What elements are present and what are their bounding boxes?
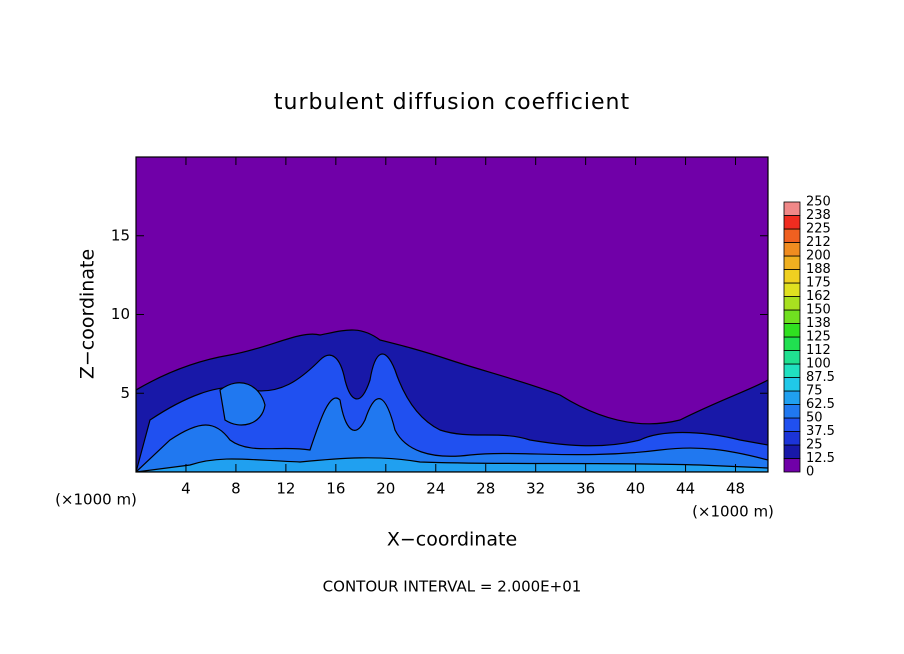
colorbar-label: 200 [806, 249, 831, 264]
chart-title: turbulent diffusion coefficient [274, 90, 630, 115]
colorbar-bin [783, 336, 801, 351]
x-tick-label: 36 [576, 480, 595, 498]
colorbar-bin [783, 458, 801, 473]
colorbar-label: 175 [806, 276, 831, 291]
colorbar-bin [783, 201, 801, 216]
colorbar-bin [783, 228, 801, 243]
footnote: CONTOUR INTERVAL = 2.000E+01 [323, 578, 582, 596]
x-tick-label: 8 [231, 480, 241, 498]
x-tick-label: 16 [326, 480, 345, 498]
y-tick-label: 10 [111, 305, 130, 323]
colorbar-bin [783, 296, 801, 311]
x-tick-label: 48 [726, 480, 745, 498]
contour-field [136, 329, 768, 472]
colorbar-label: 238 [806, 208, 831, 223]
colorbar-label: 150 [806, 303, 831, 318]
colorbar-label: 125 [806, 330, 831, 345]
x-tick-label: 20 [376, 480, 395, 498]
colorbar-label: 50 [806, 411, 823, 426]
x-unit-left: (×1000 m) [55, 491, 137, 509]
colorbar-label: 112 [806, 343, 831, 358]
colorbar-label: 12.5 [806, 451, 835, 466]
colorbar-bin [783, 363, 801, 378]
colorbar-bin [783, 350, 801, 365]
colorbar-label: 25 [806, 438, 823, 453]
x-tick-label: 32 [526, 480, 545, 498]
colorbar-bin [783, 255, 801, 270]
x-tick-label: 4 [181, 480, 191, 498]
colorbar-label: 212 [806, 235, 831, 250]
x-axis-label: X−coordinate [387, 529, 517, 551]
colorbar-bin [783, 269, 801, 284]
colorbar-label: 75 [806, 384, 823, 399]
x-tick-label: 44 [676, 480, 695, 498]
colorbar-bin [783, 323, 801, 338]
y-axis-label: Z−coordinate [77, 249, 99, 379]
colorbar-label: 87.5 [806, 370, 835, 385]
colorbar-label: 0 [806, 465, 814, 480]
colorbar-label: 250 [806, 195, 831, 210]
colorbar-bin [783, 282, 801, 297]
colorbar-bin [783, 309, 801, 324]
colorbar-label: 138 [806, 316, 831, 331]
colorbar-bin [783, 377, 801, 392]
x-tick-label: 12 [276, 480, 295, 498]
colorbar-label: 188 [806, 262, 831, 277]
colorbar-label: 62.5 [806, 397, 835, 412]
x-tick-label: 40 [626, 480, 645, 498]
colorbar-label: 225 [806, 222, 831, 237]
colorbar-bin [783, 242, 801, 257]
colorbar-bin [783, 444, 801, 459]
x-unit-right: (×1000 m) [692, 503, 774, 521]
colorbar-label: 162 [806, 289, 831, 304]
x-tick-label: 28 [476, 480, 495, 498]
y-tick-label: 5 [120, 384, 130, 402]
colorbar-bin [783, 404, 801, 419]
colorbar-label: 37.5 [806, 424, 835, 439]
colorbar-bin [783, 390, 801, 405]
y-tick-label: 15 [111, 226, 130, 244]
colorbar-bin [783, 417, 801, 432]
x-tick-label: 24 [426, 480, 445, 498]
colorbar-bin [783, 215, 801, 230]
colorbar-label: 100 [806, 357, 831, 372]
colorbar-bin [783, 431, 801, 446]
